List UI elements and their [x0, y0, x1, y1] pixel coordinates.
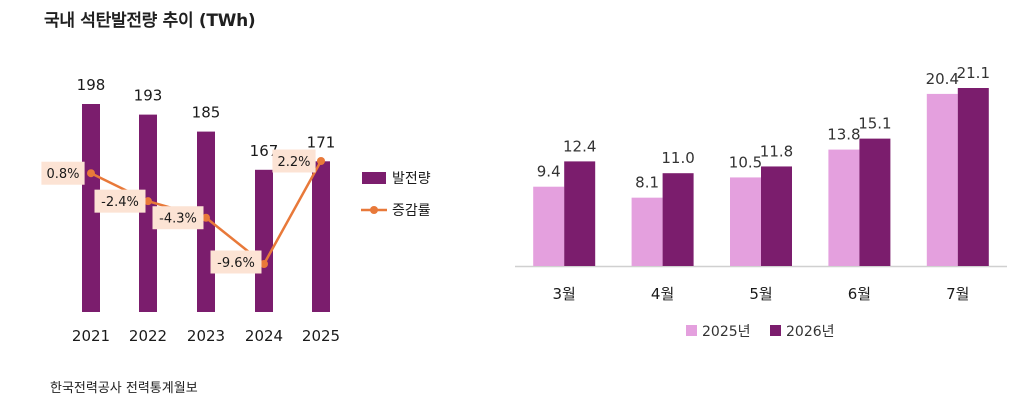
growth-rate-point [260, 260, 268, 268]
legend-label-generation: 발전량 [392, 171, 431, 187]
bar-value-label: 20.4 [926, 70, 959, 88]
page-title: 국내 석탄발전량 추이 (TWh) [44, 11, 256, 31]
bar-2022 [139, 114, 157, 312]
bar-value-label: 21.1 [957, 64, 990, 82]
growth-rate-label: 0.8% [46, 167, 79, 182]
x-tick-label: 5월 [749, 285, 772, 303]
bar-2026년-3월 [564, 161, 596, 266]
legend-label-2026: 2026년 [786, 324, 835, 340]
bar-value-label: 12.4 [563, 137, 596, 155]
legend-label-growth: 증감률 [392, 203, 431, 219]
x-tick-label: 2024 [245, 327, 283, 345]
legend-swatch-generation [362, 172, 386, 184]
bar-2025년-5월 [730, 177, 761, 266]
growth-rate-label-box [94, 189, 146, 213]
bar-2026년-7월 [957, 88, 989, 266]
bar-2026년-6월 [859, 138, 891, 266]
legend-swatch-2025 [686, 325, 697, 336]
growth-rate-label-box [272, 149, 316, 173]
growth-rate-label-box [152, 206, 204, 230]
bar-2026년-5월 [761, 166, 792, 266]
growth-rate-label-box [210, 250, 262, 274]
growth-rate-label: -4.3% [159, 212, 197, 227]
bar-2025년-6월 [828, 149, 860, 266]
bar-value-label: 13.8 [827, 126, 860, 144]
x-tick-label: 2023 [187, 327, 225, 345]
growth-rate-label: -2.4% [101, 195, 139, 210]
legend-label-2025: 2025년 [702, 324, 751, 340]
bar-value-label: 8.1 [635, 174, 659, 192]
bar-value-label: 10.5 [729, 153, 762, 171]
x-tick-label: 2022 [129, 327, 167, 345]
bar-value-label: 198 [77, 76, 106, 94]
x-tick-label: 4월 [651, 285, 674, 303]
bar-2021 [82, 104, 100, 312]
source-note: 한국전력공사 전력통계월보 [50, 381, 198, 396]
x-tick-label: 2021 [72, 327, 110, 345]
bar-value-label: 9.4 [537, 163, 561, 181]
growth-rate-label: 2.2% [277, 155, 310, 170]
growth-rate-point [202, 213, 210, 222]
bar-value-label: 171 [307, 133, 336, 151]
bar-2025년-7월 [926, 93, 958, 266]
x-tick-label: 7월 [946, 285, 969, 303]
bar-value-label: 11.8 [760, 142, 793, 160]
growth-rate-label-box [41, 161, 85, 185]
x-tick-label: 6월 [848, 285, 871, 303]
bar-value-label: 167 [250, 142, 279, 160]
bar-2025년-3월 [533, 186, 565, 266]
x-tick-label: 2025 [302, 327, 340, 345]
bar-value-label: 15.1 [858, 115, 891, 133]
bar-value-label: 11.0 [661, 149, 694, 167]
growth-rate-point [144, 197, 152, 206]
bar-2024 [255, 169, 273, 312]
bar-value-label: 193 [134, 87, 163, 105]
legend-swatch-growth-marker [370, 206, 378, 214]
legend-swatch-2026 [770, 325, 781, 336]
bar-2026년-4월 [662, 173, 694, 266]
growth-rate-point [317, 157, 325, 165]
bar-2025년-4월 [631, 197, 663, 266]
growth-rate-label: -9.6% [217, 256, 255, 271]
x-tick-label: 3월 [553, 285, 576, 303]
bar-value-label: 185 [192, 104, 221, 122]
growth-rate-point [87, 169, 95, 178]
bar-2025 [312, 161, 330, 312]
